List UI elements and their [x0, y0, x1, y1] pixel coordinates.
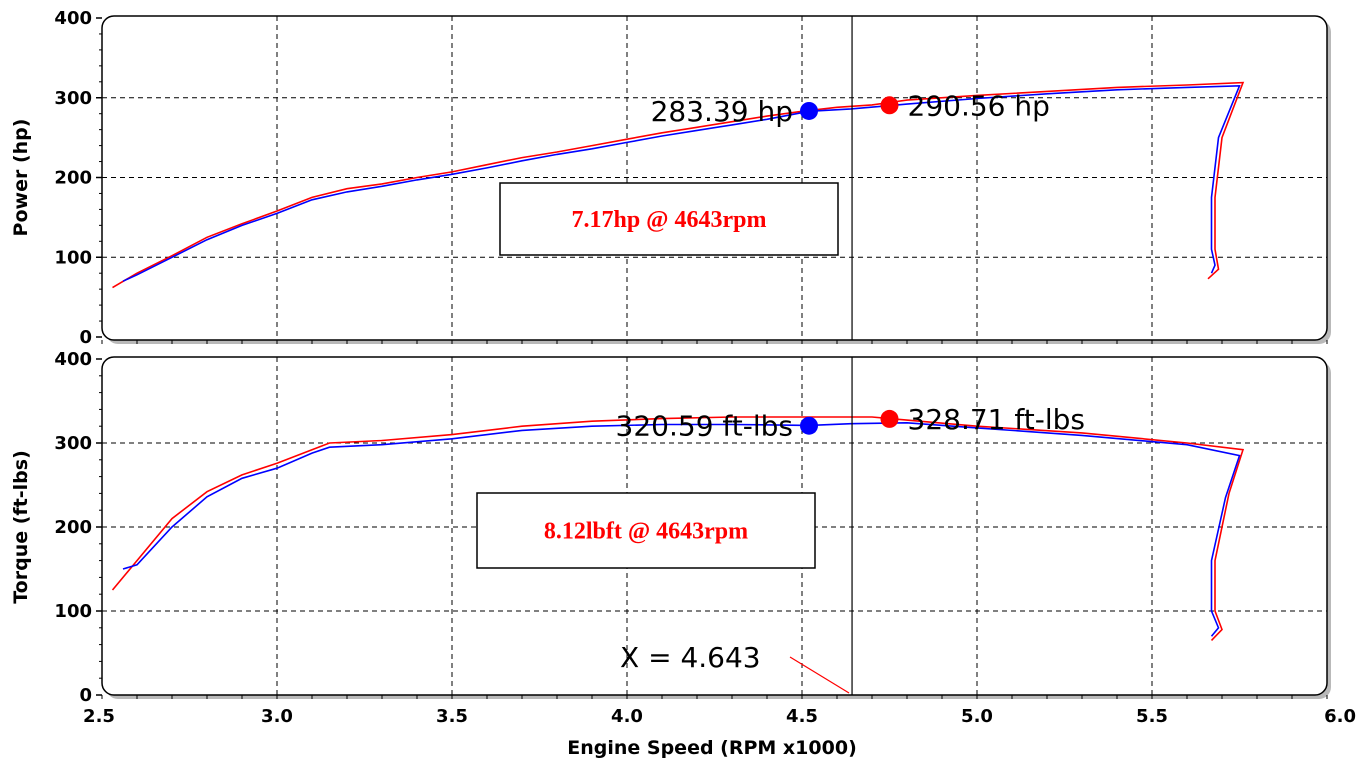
series-line-red	[111, 416, 1245, 641]
x-axis-title: Engine Speed (RPM x1000)	[567, 737, 857, 759]
series-line-blue	[122, 421, 1241, 637]
x-tick-label: 5.0	[961, 706, 993, 727]
series-line-red	[112, 81, 1245, 289]
x-tick-label: 3.0	[261, 706, 293, 727]
annotation-box	[476, 492, 816, 569]
plot-panel-2: 0 100 200 300 400 Torque (ft-lbs) 8.12lbft @ 4…	[10, 349, 1331, 706]
annotation-text: 7.17hp @ 4643rpm	[571, 207, 766, 233]
y-tick-label: 100	[54, 247, 92, 268]
x-tick-label: 4.0	[611, 706, 643, 727]
y-axis: 0 100 200 300 400	[54, 8, 102, 348]
cursor-readout: X = 4.643	[620, 641, 761, 674]
peak-label-red: 290.56 hp	[908, 89, 1050, 122]
x-tick-label: 4.5	[786, 706, 818, 727]
y-tick-label: 100	[54, 601, 92, 622]
peak-marker-blue	[800, 101, 818, 120]
cursor-leader-line	[789, 656, 850, 694]
peak-label-blue: 283.39 hp	[651, 95, 793, 128]
peak-label-red: 328.71 ft-lbs	[908, 403, 1085, 436]
series-line-blue	[122, 84, 1241, 282]
peak-marker-red	[880, 96, 899, 115]
y-tick-label: 400	[54, 349, 92, 370]
y-tick-label: 200	[54, 168, 92, 189]
y-tick-label: 0	[79, 685, 92, 706]
y-axis-title: Power (hp)	[10, 119, 32, 237]
grid-lines	[102, 16, 1327, 340]
y-tick-label: 400	[54, 8, 92, 29]
plot-panel-1: 0 100 200 300 400 Power (hp) 7.17hp @ 4643rpm 2…	[10, 8, 1331, 348]
peak-label-blue: 320.59 ft-lbs	[616, 410, 793, 443]
x-axis	[101, 340, 1328, 344]
peak-marker-blue	[800, 416, 818, 435]
y-tick-label: 300	[54, 88, 92, 109]
y-axis: 0 100 200 300 400	[54, 349, 102, 706]
y-tick-label: 300	[54, 433, 92, 454]
y-tick-label: 0	[79, 327, 92, 348]
annotation-box	[499, 182, 839, 256]
x-axis	[101, 695, 1328, 699]
peak-marker-red	[880, 409, 899, 428]
x-tick-label: 3.5	[436, 706, 468, 727]
x-tick-label: 5.5	[1136, 706, 1168, 727]
annotation-text: 8.12lbft @ 4643rpm	[544, 519, 748, 545]
x-tick-label: 2.5	[83, 706, 115, 727]
x-tick-label: 6.0	[1324, 706, 1356, 727]
y-tick-label: 200	[54, 517, 92, 538]
y-axis-title: Torque (ft-lbs)	[10, 450, 32, 604]
